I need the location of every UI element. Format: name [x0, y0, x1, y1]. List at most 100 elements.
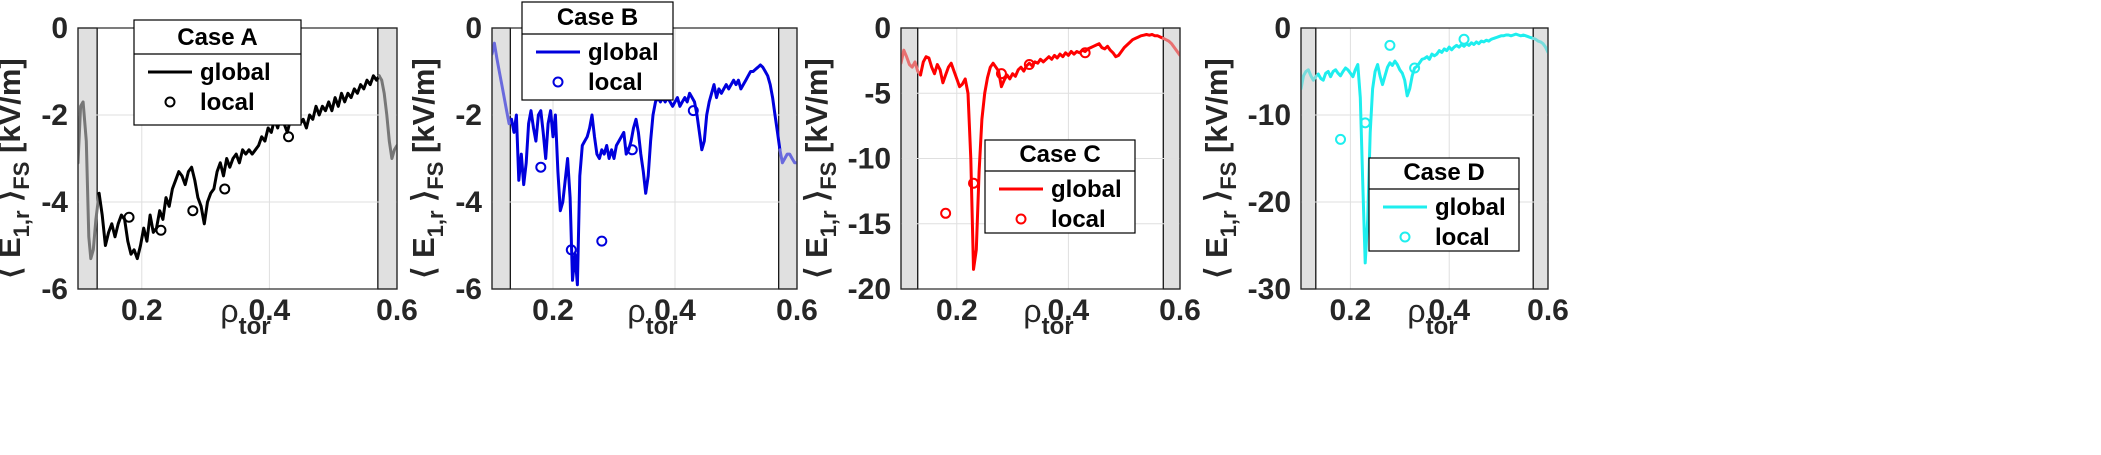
legend-label-local: local — [1051, 206, 1106, 233]
legend-label-local: local — [200, 89, 255, 116]
legend-box — [1368, 157, 1520, 252]
y-tick-label: -10 — [848, 143, 891, 176]
series-marker-local — [123, 211, 135, 223]
y-tick-label: -4 — [41, 186, 68, 219]
y-tick-label: 0 — [465, 12, 482, 45]
legend-swatch-local — [164, 96, 176, 108]
legend-box — [984, 139, 1136, 234]
x-tick-label: 0.6 — [1159, 294, 1201, 327]
legend: Case A global local — [133, 19, 302, 126]
y-axis-label: ⟨ E1,r ⟩FS [kV/m] — [406, 58, 448, 279]
series-marker-local — [155, 224, 167, 236]
y-tick-label: -20 — [848, 273, 891, 306]
series-line-global — [1301, 68, 1320, 91]
series-marker-local — [687, 105, 699, 117]
x-tick-label: 0.2 — [1330, 294, 1372, 327]
series-line-global — [97, 74, 381, 261]
y-tick-label: -4 — [455, 186, 482, 219]
shaded-region — [377, 27, 398, 290]
axes-box — [900, 27, 1181, 290]
series-marker-local — [940, 207, 952, 219]
series-marker-local — [596, 235, 608, 247]
legend-swatch-local — [552, 76, 564, 88]
chart-panel-4: 0.2 0.4 0.6 0 -10 -20 -30 ρtor ⟨ E1,r ⟩FS [kV/m]… — [1199, 12, 1569, 340]
y-tick-label: -2 — [455, 99, 482, 132]
x-tick-label: 0.6 — [1527, 294, 1569, 327]
x-tick-label: 0.4 — [1048, 294, 1090, 327]
x-tick-label: 0.4 — [1428, 294, 1470, 327]
legend-label-global: global — [1435, 194, 1506, 221]
series-line-global — [78, 100, 101, 261]
legend-swatch-local — [1015, 213, 1027, 225]
y-tick-label: -6 — [41, 273, 68, 306]
y-tick-label: -5 — [864, 77, 891, 110]
series-line-global — [377, 74, 397, 160]
chart-panel-3: 0.2 0.4 0.6 0 -5 -10 -15 -20 ρtor ⟨ E1,r ⟩FS [kV/… — [799, 12, 1201, 340]
series-marker-local — [626, 144, 638, 156]
series-marker-local — [1023, 59, 1035, 71]
series-marker-local — [968, 177, 980, 189]
legend-label-local: local — [588, 69, 643, 96]
shaded-region — [1532, 27, 1549, 290]
axes-box — [1300, 27, 1549, 290]
legend: Case B global local — [521, 1, 674, 101]
legend-label-local: local — [1435, 224, 1490, 251]
legend-title: Case B — [557, 4, 638, 31]
x-axis-label: ρtor — [1407, 293, 1457, 340]
series-marker-local — [283, 131, 295, 143]
series-line-global — [778, 148, 797, 165]
series-marker-local — [565, 244, 577, 256]
legend-title: Case D — [1403, 159, 1484, 186]
y-tick-label: -30 — [1248, 273, 1291, 306]
x-axis-label: ρtor — [1023, 293, 1073, 340]
y-tick-label: -2 — [41, 99, 68, 132]
series-line-global — [1531, 36, 1548, 54]
y-tick-label: -15 — [848, 208, 891, 241]
legend-label-global: global — [1051, 176, 1122, 203]
series-line-global — [1316, 32, 1535, 265]
x-tick-label: 0.2 — [121, 294, 163, 327]
series-marker-local — [1079, 47, 1091, 59]
x-tick-label: 0.6 — [776, 294, 818, 327]
y-tick-label: -6 — [455, 273, 482, 306]
legend-title: Case A — [177, 24, 257, 51]
series-marker-local — [219, 183, 231, 195]
series-marker-local — [1458, 33, 1470, 45]
y-axis-label: ⟨ E1,r ⟩FS [kV/m] — [799, 58, 841, 279]
series-line-global — [901, 48, 922, 77]
series-line-global — [919, 33, 1165, 271]
legend-title: Case C — [1019, 141, 1100, 168]
x-tick-label: 0.6 — [376, 294, 418, 327]
y-tick-label: -20 — [1248, 186, 1291, 219]
chart-panel-2: 0.2 0.4 0.6 0 -2 -4 -6 ρtor ⟨ E1,r ⟩FS [kV/m] Cas… — [406, 1, 818, 340]
series-line-global — [1161, 36, 1180, 57]
shaded-region — [1300, 27, 1317, 290]
y-axis-label: ⟨ E1,r ⟩FS [kV/m] — [1199, 58, 1241, 279]
x-tick-label: 0.2 — [936, 294, 978, 327]
series-marker-local — [1384, 39, 1396, 51]
y-tick-label: 0 — [874, 12, 891, 45]
legend-label-global: global — [588, 39, 659, 66]
series-marker-local — [1335, 133, 1347, 145]
legend-label-global: global — [200, 59, 271, 86]
legend-swatch-local — [1399, 231, 1411, 243]
x-tick-label: 0.4 — [654, 294, 696, 327]
legend: Case C global local — [984, 139, 1136, 234]
y-tick-label: 0 — [1274, 12, 1291, 45]
series-marker-local — [535, 161, 547, 173]
y-tick-label: -10 — [1248, 99, 1291, 132]
series-marker-local — [1409, 62, 1421, 74]
series-marker-local — [995, 68, 1007, 80]
y-tick-label: 0 — [51, 12, 68, 45]
series-line-global — [510, 63, 782, 287]
legend: Case D global local — [1368, 157, 1520, 252]
x-axis-label: ρtor — [220, 293, 270, 340]
chart-panel-1: 0.2 0.4 0.6 0 -2 -4 -6 ρtor ⟨ E1,r ⟩FS [kV/m] Cas… — [0, 12, 418, 340]
series-marker-local — [187, 205, 199, 217]
series-marker-local — [1359, 117, 1371, 129]
x-tick-label: 0.4 — [249, 294, 291, 327]
y-axis-label: ⟨ E1,r ⟩FS [kV/m] — [0, 58, 34, 279]
x-tick-label: 0.2 — [532, 294, 574, 327]
series-line-global — [492, 41, 513, 126]
